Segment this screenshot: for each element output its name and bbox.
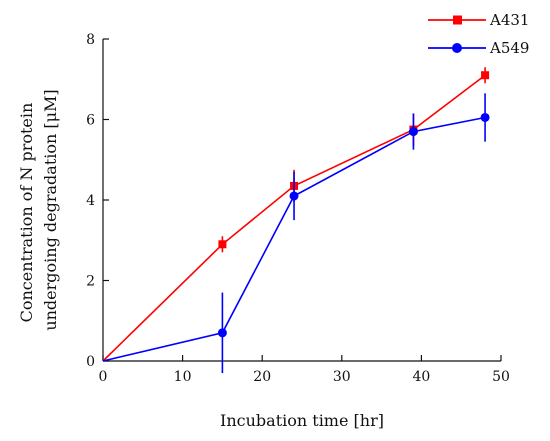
data-point: [217, 328, 227, 338]
y-tick-label: 8: [86, 32, 95, 48]
x-axis-title: Incubation time [hr]: [220, 411, 384, 430]
x-tick-label: 50: [492, 369, 510, 385]
y-tick-label: 6: [86, 113, 95, 129]
y-tick-label: 4: [86, 193, 95, 209]
series-A549: [102, 93, 490, 374]
y-tick-label: 0: [86, 354, 95, 370]
data-point: [218, 240, 227, 249]
legend-label: A549: [489, 39, 529, 57]
legend-label: A431: [489, 11, 529, 29]
y-axis-title: Concentration of N protein undergoing de…: [17, 89, 60, 330]
data-point: [480, 112, 490, 122]
y-axis-title-line-2: undergoing degradation [μM]: [41, 89, 60, 330]
series-A431: [102, 67, 490, 362]
data-point: [408, 127, 418, 137]
legend-marker: [453, 15, 462, 25]
data-point: [481, 71, 490, 80]
x-ticks: 0 10 20 30 40 50: [99, 355, 510, 385]
y-ticks: 0 2 4 6 8: [86, 32, 109, 370]
y-tick-label: 2: [86, 274, 95, 290]
legend: A431 A549: [428, 11, 529, 57]
x-tick-label: 20: [253, 369, 271, 385]
series-line: [102, 116, 486, 362]
x-tick-label: 40: [412, 369, 430, 385]
axes: [102, 39, 501, 362]
x-tick-label: 30: [333, 369, 351, 385]
data-point: [289, 191, 299, 201]
legend-item-A549: A549: [428, 39, 529, 57]
x-tick-label: 10: [174, 369, 192, 385]
y-axis-title-line-1: Concentration of N protein: [17, 103, 36, 323]
x-tick-label: 0: [99, 369, 108, 385]
series-layer: [102, 67, 490, 374]
legend-marker: [452, 43, 462, 53]
legend-item-A431: A431: [428, 11, 529, 29]
